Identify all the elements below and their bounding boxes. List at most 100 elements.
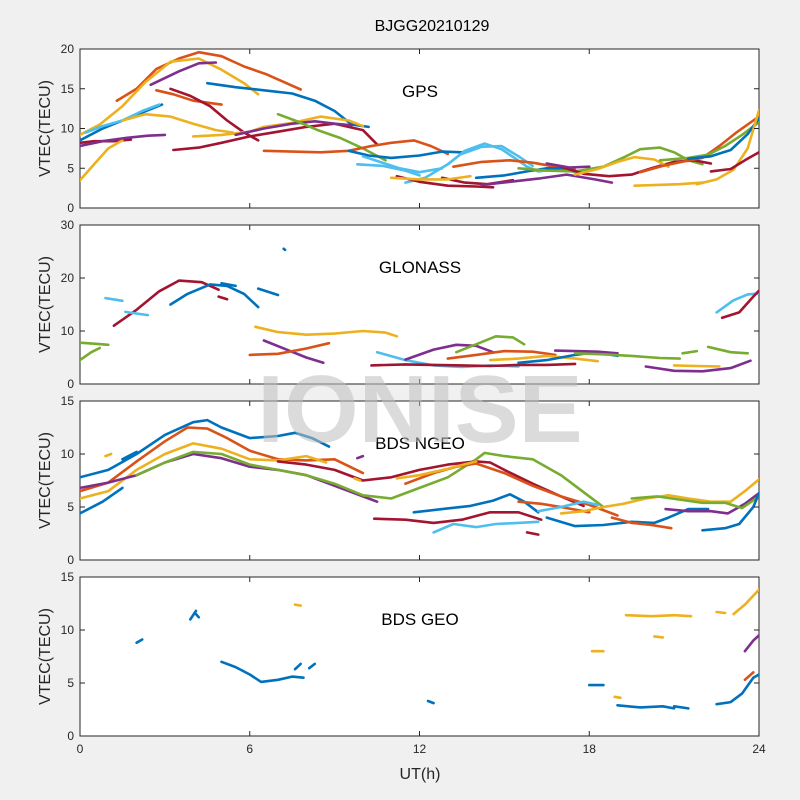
series-line bbox=[217, 295, 229, 301]
series-line bbox=[446, 349, 557, 360]
series-line bbox=[220, 660, 305, 684]
series-line bbox=[743, 634, 759, 653]
series-line bbox=[234, 120, 353, 137]
series-line bbox=[248, 341, 331, 357]
series-line bbox=[155, 89, 223, 106]
y-axis-label: VTEC(TECU) bbox=[37, 432, 54, 529]
series-line bbox=[474, 167, 568, 180]
series-line bbox=[124, 310, 150, 317]
series-line bbox=[525, 531, 540, 536]
series-line bbox=[480, 173, 614, 187]
x-tick-label: 18 bbox=[583, 742, 597, 756]
series-line bbox=[149, 61, 218, 87]
series-line bbox=[426, 699, 435, 705]
x-tick-label: 0 bbox=[77, 742, 84, 756]
series-line bbox=[610, 516, 673, 530]
y-tick-label: 5 bbox=[67, 500, 74, 514]
series-line bbox=[307, 662, 317, 670]
series-line bbox=[220, 282, 237, 288]
series-line bbox=[488, 354, 599, 363]
series-line bbox=[194, 612, 201, 619]
series-line bbox=[276, 112, 387, 162]
series-line bbox=[370, 362, 577, 368]
axes-box bbox=[79, 576, 760, 737]
series-line bbox=[681, 349, 699, 355]
series-group bbox=[80, 50, 759, 189]
y-tick-label: 10 bbox=[61, 122, 75, 136]
y-tick-label: 20 bbox=[61, 271, 75, 285]
series-line bbox=[121, 112, 235, 134]
series-line bbox=[256, 287, 280, 297]
y-axis-label: VTEC(TECU) bbox=[37, 80, 54, 177]
series-line bbox=[80, 442, 328, 500]
series-line bbox=[455, 335, 526, 354]
panel-name: BDS NGEO bbox=[375, 434, 465, 453]
series-line bbox=[356, 163, 421, 177]
y-axis-label: VTEC(TECU) bbox=[37, 608, 54, 705]
series-line bbox=[644, 359, 752, 373]
series-line bbox=[701, 491, 759, 532]
series-line bbox=[633, 181, 704, 187]
panel-gps: 0 5 10 15 20 VTEC(TECU) GPS bbox=[37, 42, 760, 215]
series-line bbox=[80, 139, 124, 182]
series-line bbox=[169, 283, 260, 309]
series-line bbox=[630, 495, 759, 510]
series-line bbox=[624, 613, 693, 618]
series-line bbox=[80, 426, 365, 493]
series-line bbox=[172, 122, 379, 152]
y-tick-label: 15 bbox=[61, 82, 75, 96]
series-line bbox=[672, 364, 721, 368]
panel-bds-ngeo: 0 5 10 15 VTEC(TECU) BDS NGEO bbox=[37, 394, 760, 567]
series-line bbox=[706, 345, 749, 355]
x-axis-label: UT(h) bbox=[400, 766, 441, 783]
y-tick-label: 20 bbox=[61, 42, 75, 56]
series-line bbox=[715, 610, 727, 615]
series-line bbox=[616, 704, 676, 710]
series-line bbox=[517, 146, 704, 173]
series-line bbox=[460, 144, 534, 168]
series-line bbox=[672, 705, 690, 710]
series-line bbox=[80, 133, 167, 148]
series-line bbox=[353, 477, 362, 482]
series-line bbox=[720, 289, 759, 320]
series-group bbox=[135, 588, 759, 710]
series-line bbox=[80, 486, 124, 515]
series-line bbox=[372, 510, 543, 525]
y-tick-label: 10 bbox=[61, 324, 75, 338]
series-line bbox=[293, 662, 302, 671]
series-line bbox=[537, 500, 599, 513]
y-tick-label: 0 bbox=[67, 553, 74, 567]
series-line bbox=[135, 450, 605, 509]
series-line bbox=[254, 325, 399, 338]
series-line bbox=[389, 174, 472, 181]
x-tick-label: 6 bbox=[246, 742, 253, 756]
series-line bbox=[517, 500, 591, 514]
series-line bbox=[169, 87, 260, 142]
series-line bbox=[695, 108, 759, 186]
series-line bbox=[559, 478, 759, 515]
y-tick-label: 0 bbox=[67, 729, 74, 743]
panel-name: GPS bbox=[402, 82, 438, 101]
series-line bbox=[135, 638, 144, 644]
series-line bbox=[395, 460, 478, 480]
series-line bbox=[206, 81, 370, 129]
y-tick-label: 10 bbox=[61, 623, 75, 637]
y-tick-label: 15 bbox=[61, 570, 75, 584]
panel-name: BDS GEO bbox=[381, 610, 458, 629]
series-line bbox=[282, 247, 287, 252]
series-line bbox=[404, 343, 495, 361]
series-line bbox=[658, 120, 759, 162]
y-axis-label: VTEC(TECU) bbox=[37, 256, 54, 353]
series-line bbox=[262, 339, 325, 365]
series-line bbox=[104, 452, 113, 458]
x-tick-label: 24 bbox=[752, 742, 766, 756]
panel-bds-geo: 0 5 10 15 0 6 12 18 24 VTEC(TECU) BDS GEO bbox=[37, 570, 766, 756]
y-tick-label: 30 bbox=[61, 218, 75, 232]
series-line bbox=[573, 155, 670, 176]
series-line bbox=[80, 341, 110, 347]
series-line bbox=[715, 292, 759, 314]
panels: 0 5 10 15 20 VTEC(TECU) GPS 0 10 20 30 VTEC(TECU) GL… bbox=[37, 42, 766, 756]
series-line bbox=[80, 418, 331, 479]
series-line bbox=[743, 671, 755, 682]
